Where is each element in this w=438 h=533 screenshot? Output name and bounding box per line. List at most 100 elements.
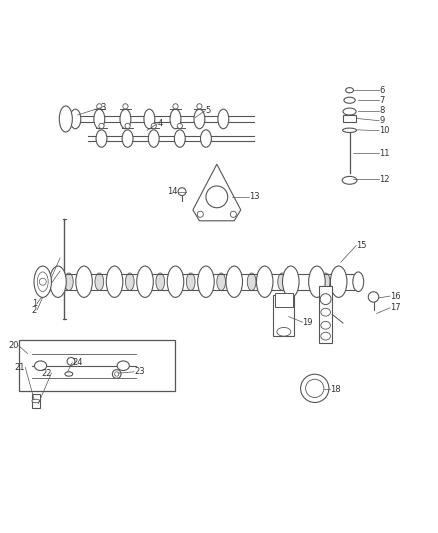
Bar <box>319 286 332 343</box>
Ellipse shape <box>321 332 330 340</box>
Ellipse shape <box>217 273 226 290</box>
Text: 19: 19 <box>303 318 313 327</box>
Ellipse shape <box>343 128 357 133</box>
Circle shape <box>197 211 203 217</box>
Circle shape <box>123 104 128 109</box>
Circle shape <box>178 188 186 196</box>
Ellipse shape <box>64 273 73 290</box>
Ellipse shape <box>342 176 357 184</box>
Ellipse shape <box>309 266 325 297</box>
Circle shape <box>125 123 130 128</box>
Circle shape <box>113 370 121 378</box>
Circle shape <box>151 123 156 128</box>
Text: 23: 23 <box>134 367 145 376</box>
Ellipse shape <box>321 308 330 316</box>
Ellipse shape <box>167 266 184 297</box>
Ellipse shape <box>170 109 181 129</box>
Ellipse shape <box>96 130 107 147</box>
Text: 9: 9 <box>379 116 385 125</box>
Text: 17: 17 <box>390 303 401 312</box>
Bar <box>343 115 356 122</box>
Ellipse shape <box>125 273 134 290</box>
Bar <box>275 294 293 306</box>
Text: 6: 6 <box>379 86 385 95</box>
Text: 18: 18 <box>330 385 341 394</box>
Ellipse shape <box>277 327 291 336</box>
Ellipse shape <box>320 294 331 304</box>
Circle shape <box>206 186 228 208</box>
Ellipse shape <box>122 130 133 147</box>
Ellipse shape <box>256 266 273 297</box>
Circle shape <box>368 292 379 302</box>
Text: 2: 2 <box>32 305 37 314</box>
Ellipse shape <box>49 266 66 297</box>
Ellipse shape <box>186 273 195 290</box>
Circle shape <box>230 211 237 217</box>
Circle shape <box>99 123 104 128</box>
Ellipse shape <box>174 130 185 147</box>
Ellipse shape <box>117 361 129 370</box>
Text: 21: 21 <box>15 363 25 372</box>
Ellipse shape <box>344 97 355 103</box>
Ellipse shape <box>194 109 205 129</box>
Ellipse shape <box>321 321 330 329</box>
Text: 1: 1 <box>32 299 37 308</box>
Circle shape <box>115 372 119 376</box>
Ellipse shape <box>37 272 48 292</box>
Bar <box>273 295 294 336</box>
Ellipse shape <box>156 273 165 290</box>
Ellipse shape <box>198 266 214 297</box>
Ellipse shape <box>94 109 105 129</box>
Ellipse shape <box>283 266 299 297</box>
Ellipse shape <box>346 87 353 93</box>
Ellipse shape <box>65 372 73 376</box>
Text: 15: 15 <box>356 241 367 250</box>
Circle shape <box>173 104 178 109</box>
Text: 16: 16 <box>390 292 401 301</box>
Ellipse shape <box>218 109 229 129</box>
Ellipse shape <box>106 266 123 297</box>
Ellipse shape <box>95 273 104 290</box>
Ellipse shape <box>137 266 153 297</box>
Ellipse shape <box>321 273 330 290</box>
Ellipse shape <box>306 379 324 398</box>
Text: 8: 8 <box>379 106 385 115</box>
Text: 11: 11 <box>379 149 390 158</box>
Ellipse shape <box>70 109 81 129</box>
Text: 10: 10 <box>379 126 390 135</box>
Ellipse shape <box>120 109 131 129</box>
Circle shape <box>39 278 46 285</box>
Ellipse shape <box>353 272 364 292</box>
Circle shape <box>97 104 102 109</box>
Text: 22: 22 <box>41 369 51 377</box>
Text: 13: 13 <box>249 192 259 201</box>
Ellipse shape <box>144 109 155 129</box>
Ellipse shape <box>278 273 286 290</box>
Ellipse shape <box>35 361 47 370</box>
Bar <box>32 394 40 408</box>
Ellipse shape <box>67 358 75 365</box>
Ellipse shape <box>247 273 256 290</box>
Text: 4: 4 <box>157 119 162 128</box>
Ellipse shape <box>34 266 51 297</box>
Ellipse shape <box>330 266 347 297</box>
Text: 14: 14 <box>167 187 178 196</box>
Polygon shape <box>193 164 241 221</box>
Text: 7: 7 <box>379 96 385 105</box>
Ellipse shape <box>300 374 329 402</box>
Bar <box>19 341 176 391</box>
Text: 12: 12 <box>379 175 390 184</box>
Text: 24: 24 <box>72 358 83 367</box>
Text: 3: 3 <box>101 103 106 112</box>
Text: 20: 20 <box>8 341 19 350</box>
Ellipse shape <box>76 266 92 297</box>
Circle shape <box>177 123 183 128</box>
Text: 5: 5 <box>205 106 210 115</box>
Ellipse shape <box>226 266 243 297</box>
Circle shape <box>197 104 202 109</box>
Ellipse shape <box>343 108 356 115</box>
Ellipse shape <box>59 106 72 132</box>
Ellipse shape <box>32 399 40 403</box>
Ellipse shape <box>201 130 212 147</box>
Ellipse shape <box>148 130 159 147</box>
